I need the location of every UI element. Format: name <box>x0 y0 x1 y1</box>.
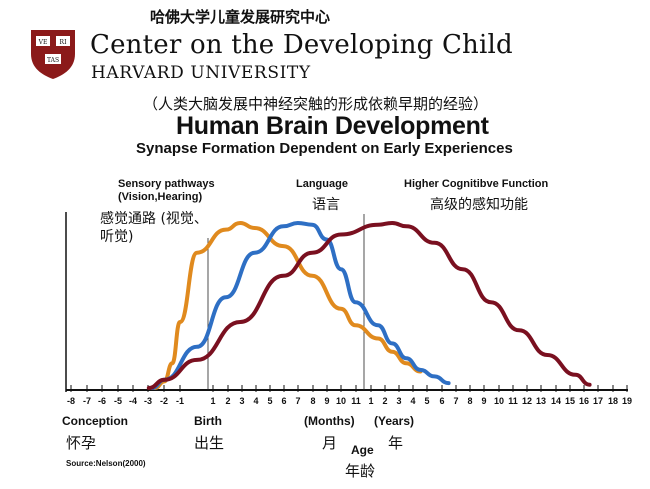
birth-label: Birth <box>194 414 222 428</box>
svg-text:TAS: TAS <box>47 57 59 64</box>
prenatal-tick-label: -6 <box>98 396 106 406</box>
year-tick-label: 1 <box>368 396 373 406</box>
prenatal-tick-label: -4 <box>129 396 137 406</box>
month-tick-label: 10 <box>336 396 346 406</box>
prenatal-tick-label: -2 <box>160 396 168 406</box>
chart-subtitle-cn: （人类大脑发展中神经突触的形成依赖早期的经验） <box>143 95 489 113</box>
year-tick-label: 16 <box>579 396 589 406</box>
svg-text:RI: RI <box>60 39 68 46</box>
year-tick-label: 3 <box>396 396 401 406</box>
year-tick-label: 9 <box>481 396 486 406</box>
prenatal-tick-label: -5 <box>114 396 122 406</box>
year-tick-label: 5 <box>424 396 429 406</box>
series-label-language: Language <box>296 178 348 190</box>
chart-subtitle: Synapse Formation Dependent on Early Exp… <box>136 140 513 157</box>
months-label-cn: 月 <box>322 434 338 452</box>
age-label-cn: 年龄 <box>345 462 376 480</box>
prenatal-tick-label: -8 <box>67 396 75 406</box>
years-label-cn: 年 <box>388 434 404 452</box>
prenatal-tick-label: -1 <box>176 396 184 406</box>
series-label-language-cn: 语言 <box>312 197 340 213</box>
harvard-shield-logo: VE RI TAS <box>31 30 75 79</box>
year-tick-label: 2 <box>382 396 387 406</box>
year-tick-label: 12 <box>522 396 532 406</box>
year-tick-label: 14 <box>551 396 561 406</box>
month-tick-label: 3 <box>239 396 244 406</box>
month-tick-label: 4 <box>253 396 258 406</box>
center-name: Center on the Developing Child <box>90 30 513 60</box>
birth-label-cn: 出生 <box>194 434 225 452</box>
month-tick-label: 11 <box>351 396 361 406</box>
year-tick-label: 8 <box>467 396 472 406</box>
series-label-sensory: Sensory pathways (Vision,Hearing) <box>118 178 236 204</box>
series-label-higher-cn: 高级的感知功能 <box>430 197 528 213</box>
year-tick-label: 18 <box>608 396 618 406</box>
month-tick-label: 8 <box>310 396 315 406</box>
series-line-0 <box>153 220 423 390</box>
month-tick-label: 7 <box>295 396 300 406</box>
month-tick-label: 6 <box>281 396 286 406</box>
source-note: Source:Nelson(2000) <box>66 459 146 468</box>
year-tick-label: 7 <box>453 396 458 406</box>
year-tick-label: 6 <box>439 396 444 406</box>
series-label-sensory-cn: 感觉通路 (视觉、听觉) <box>100 211 208 245</box>
svg-text:VE: VE <box>38 39 48 46</box>
year-tick-label: 17 <box>593 396 603 406</box>
age-label: Age <box>351 443 374 457</box>
series-label-sensory-text: Sensory pathways (Vision,Hearing) <box>118 178 215 203</box>
university-name: HARVARD UNIVERSITY <box>91 63 311 83</box>
series-line-2 <box>146 220 592 390</box>
month-tick-label: 1 <box>210 396 215 406</box>
years-label: (Years) <box>374 414 415 428</box>
months-label: (Months) <box>304 414 355 428</box>
conception-label-cn: 怀孕 <box>66 434 97 452</box>
conception-label: Conception <box>62 414 128 428</box>
month-tick-label: 2 <box>225 396 230 406</box>
year-tick-label: 19 <box>622 396 632 406</box>
month-tick-label: 9 <box>324 396 329 406</box>
year-tick-label: 10 <box>494 396 504 406</box>
org-chinese-name: 哈佛大学儿童发展研究中心 <box>150 8 331 26</box>
year-tick-label: 11 <box>508 396 518 406</box>
series-line-1 <box>149 220 451 390</box>
chart-title: Human Brain Development <box>176 112 489 140</box>
series-label-higher: Higher Cognitibve Function <box>404 178 549 190</box>
prenatal-tick-label: -3 <box>144 396 152 406</box>
prenatal-tick-label: -7 <box>83 396 91 406</box>
year-tick-label: 13 <box>536 396 546 406</box>
year-tick-label: 4 <box>410 396 415 406</box>
month-tick-label: 5 <box>267 396 272 406</box>
year-tick-label: 15 <box>565 396 575 406</box>
